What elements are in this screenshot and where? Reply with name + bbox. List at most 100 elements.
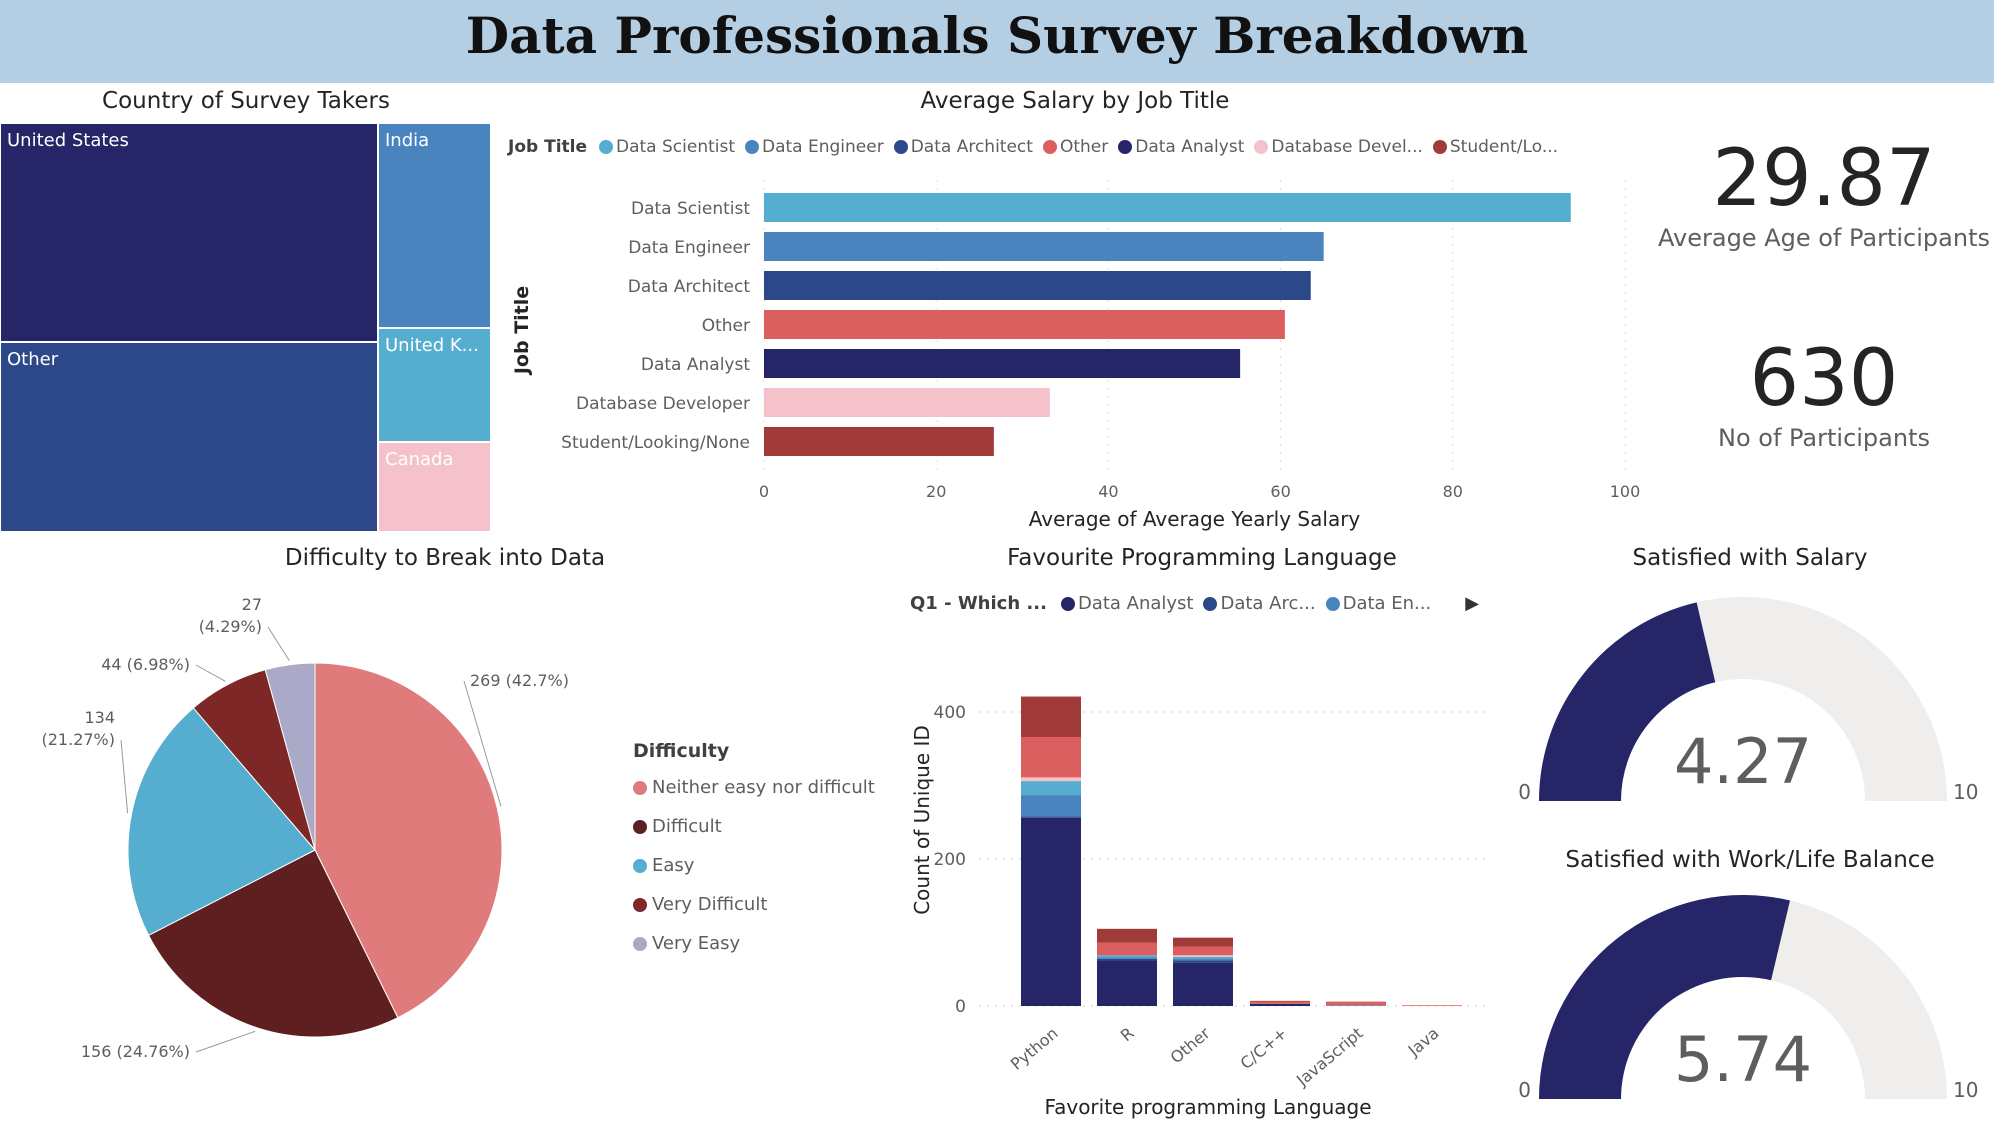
pie-legend-title: Difficulty (633, 740, 730, 762)
treemap-title: Country of Survey Takers (102, 88, 390, 114)
legend-label: Data Engineer (762, 137, 884, 157)
pie-slice-easy (127, 707, 316, 936)
header-banner: Data Professionals Survey Breakdown (0, 0, 1994, 83)
pie-leader-line (195, 664, 226, 682)
x-axis-title: Favorite programming Language (1044, 1095, 1371, 1119)
y-axis-title: Job Title (511, 286, 533, 376)
pie-title: Difficulty to Break into Data (284, 545, 606, 571)
pie-legend-item[interactable]: Very Difficult (633, 885, 875, 924)
legend-dot-icon (633, 858, 647, 873)
stacked-segment (1173, 955, 1233, 957)
y-tick-label: Data Analyst (641, 355, 750, 375)
bar-database-developer (764, 388, 1050, 417)
legend-dot-icon (1254, 140, 1269, 154)
y-tick-label: Other (702, 316, 750, 336)
stacked-segment (1021, 777, 1081, 782)
legend-label: Neither easy nor difficult (652, 777, 875, 798)
stacked-segment (1250, 1001, 1310, 1004)
legend-label: Database Devel... (1271, 137, 1423, 157)
stacked-segment (1250, 1003, 1310, 1006)
x-tick-label: 40 (1098, 482, 1118, 501)
pie-data-label: 156 (24.76%) (81, 1042, 190, 1061)
pie-slice-neither-easy-nor-difficult (314, 662, 503, 1019)
stacked-segment (1021, 817, 1081, 1006)
gauge-max-label: 10 (1953, 780, 1978, 804)
x-tick-label: 20 (926, 482, 946, 501)
legend-label: Very Easy (652, 933, 741, 954)
pie-data-label-percent: (4.29%) (199, 617, 262, 636)
bar-student-looking-none (764, 427, 994, 456)
legend-label: Very Difficult (652, 894, 768, 915)
pie-leader-line (463, 680, 502, 807)
treemap-tile-united-kingdom[interactable]: United K... (378, 328, 491, 442)
y-tick-label: 0 (955, 997, 966, 1017)
stacked-segment (1021, 795, 1081, 817)
legend-label: Data Analyst (1077, 593, 1194, 614)
kpi-average-age-label: Average Age of Participants (1658, 224, 1990, 252)
salary-legend-title: Job Title (508, 137, 587, 157)
salary-chart-title: Average Salary by Job Title (920, 88, 1230, 114)
legend-label: Data En... (1342, 593, 1432, 614)
language-legend-item[interactable]: Data Arc... (1203, 593, 1316, 614)
stacked-segment (1021, 736, 1081, 778)
salary-legend-item[interactable]: Student/Lo... (1432, 137, 1559, 157)
pie-data-label: 269 (42.7%) (470, 671, 569, 690)
x-tick-label: Other (1167, 1023, 1214, 1067)
legend-label: Student/Lo... (1449, 137, 1559, 157)
legend-dot-icon (1203, 596, 1218, 611)
stacked-segment (1173, 946, 1233, 956)
salary-legend-item[interactable]: Data Analyst (1118, 137, 1244, 157)
stacked-segment (1173, 937, 1233, 947)
stacked-segment (1173, 956, 1233, 959)
pie-legend: Difficulty Neither easy nor difficult Dif… (633, 740, 875, 963)
gauge-min-label: 0 (1518, 1078, 1531, 1102)
pie-data-label: 44 (6.98%) (101, 655, 190, 674)
pie-legend-item[interactable]: Very Easy (633, 924, 875, 963)
x-tick-label: 60 (1270, 482, 1290, 501)
legend-dot-icon (745, 140, 759, 154)
bar-other (764, 310, 1285, 339)
pie-leader-line (267, 626, 290, 661)
salary-legend-item[interactable]: Other (1042, 137, 1108, 157)
language-legend-item[interactable]: Data En... (1325, 593, 1432, 614)
salary-legend-item[interactable]: Data Engineer (745, 137, 884, 157)
language-legend-item[interactable]: Data Analyst (1060, 593, 1194, 614)
stacked-segment (1173, 960, 1233, 963)
legend-dot-icon (633, 819, 647, 834)
pie-data-label-value: 134 (84, 708, 115, 727)
kpi-participants: 630 No of Participants (1718, 340, 1930, 452)
legend-next-icon[interactable]: ▶ (1465, 593, 1480, 614)
stacked-segment (1097, 928, 1157, 943)
salary-legend-item[interactable]: Database Devel... (1254, 137, 1423, 157)
legend-label: Data Arc... (1220, 593, 1316, 614)
legend-dot-icon (599, 140, 613, 154)
salary-legend-item[interactable]: Data Architect (893, 137, 1033, 157)
treemap-tile-india[interactable]: India (378, 123, 491, 328)
pie-legend-item[interactable]: Easy (633, 846, 875, 885)
x-tick-label: JavaScript (1292, 1024, 1366, 1091)
treemap-tile-canada[interactable]: Canada (378, 442, 491, 532)
y-tick-label: Database Developer (576, 394, 750, 414)
treemap-tile-other[interactable]: Other (0, 342, 378, 532)
legend-label: Data Architect (910, 137, 1033, 157)
gauge-fill (1539, 602, 1716, 801)
stacked-segment (1402, 1005, 1462, 1006)
gauge-value: 5.74 (1674, 1023, 1812, 1096)
stacked-segment (1097, 955, 1157, 958)
stacked-segment (1326, 1005, 1386, 1006)
language-chart-title: Favourite Programming Language (1007, 545, 1397, 571)
legend-dot-icon (893, 140, 908, 154)
pie-legend-item[interactable]: Difficult (633, 807, 875, 846)
legend-label: Data Scientist (616, 137, 735, 157)
stacked-segment (1173, 962, 1233, 1006)
pie-legend-item[interactable]: Neither easy nor difficult (633, 768, 875, 807)
language-legend-title: Q1 - Which ... (910, 593, 1047, 614)
salary-legend-item[interactable]: Data Scientist (599, 137, 735, 157)
legend-dot-icon (1325, 596, 1340, 611)
legend-label: Data Analyst (1135, 137, 1245, 157)
pie-leader-line (195, 1030, 256, 1053)
treemap-tile-united-states[interactable]: United States (0, 123, 378, 342)
kpi-participants-label: No of Participants (1717, 424, 1931, 452)
legend-dot-icon (633, 780, 647, 795)
stacked-segment (1097, 958, 1157, 961)
